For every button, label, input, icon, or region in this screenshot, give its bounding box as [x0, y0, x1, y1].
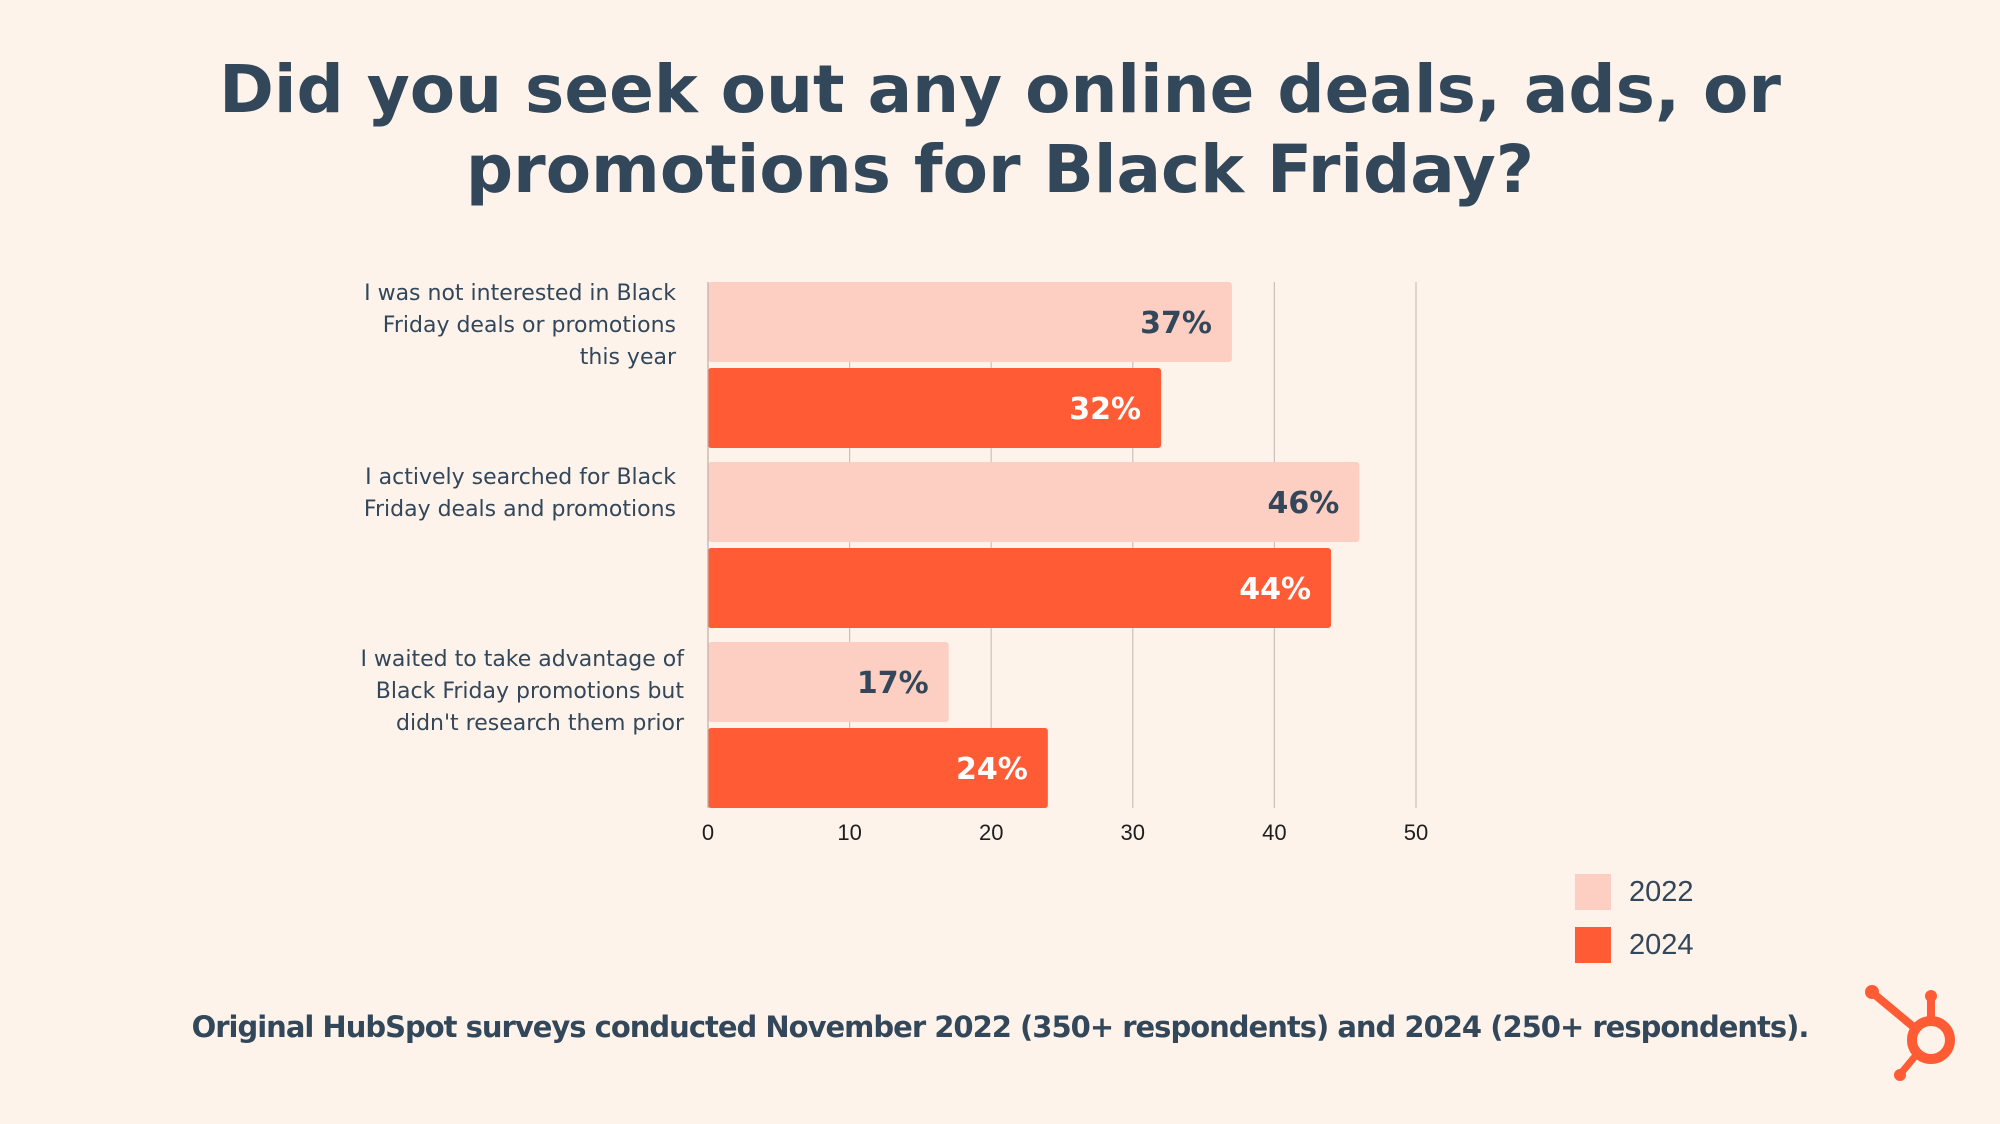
data-label-2024-category-1: 32%	[1069, 392, 1141, 427]
x-tick-label-0: 0	[702, 820, 714, 845]
bar-2022-category-1	[708, 282, 1232, 362]
data-label-2022-category-2: 46%	[1268, 486, 1340, 521]
data-label-2022-category-3: 17%	[857, 666, 929, 701]
bar-2022-category-2	[708, 462, 1360, 542]
data-label-2024-category-3: 24%	[956, 752, 1028, 787]
data-label-2024-category-2: 44%	[1239, 572, 1311, 607]
bar-2022-category-3	[708, 642, 949, 722]
legend-label-2024: 2024	[1629, 929, 1694, 961]
chart-title: Did you seek out any online deals, ads, …	[0, 50, 2000, 210]
x-tick-label-40: 40	[1262, 820, 1286, 845]
legend-swatch-2024	[1575, 927, 1611, 963]
bar-2024-category-3	[708, 728, 1048, 808]
title-line-2: promotions for Black Friday?	[465, 131, 1535, 208]
title-line-1: Did you seek out any online deals, ads, …	[219, 51, 1781, 128]
source-note: Original HubSpot surveys conducted Novem…	[191, 1010, 1810, 1044]
data-label-2022-category-1: 37%	[1140, 306, 1212, 341]
legend-swatch-2022	[1575, 874, 1611, 910]
bar-2024-category-2	[708, 548, 1332, 628]
x-tick-label-30: 30	[1121, 820, 1145, 845]
legend-label-2022: 2022	[1629, 876, 1694, 908]
bar-2024-category-1	[708, 368, 1162, 448]
x-tick-label-20: 20	[979, 820, 1003, 845]
category-label-not-interested: I was not interested in Black Friday dea…	[364, 281, 676, 370]
category-label-waited: I waited to take advantage of Black Frid…	[360, 647, 684, 736]
x-tick-label-10: 10	[837, 820, 861, 845]
hubspot-logo-icon	[1865, 985, 1955, 1081]
x-tick-label-50: 50	[1404, 820, 1428, 845]
category-label-actively-searched: I actively searched for Black Friday dea…	[363, 465, 676, 522]
